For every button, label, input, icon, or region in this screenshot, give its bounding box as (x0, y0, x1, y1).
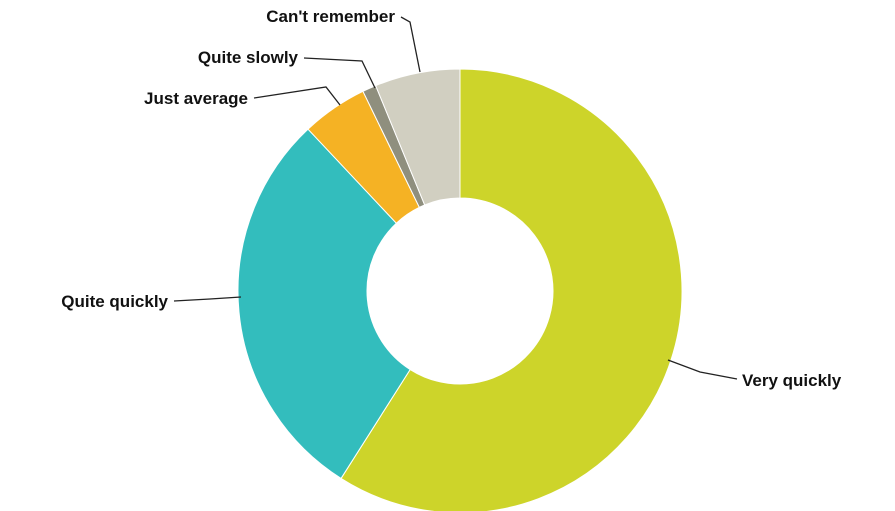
leader-line-quite-quickly (173, 296, 242, 302)
leader-line-quite-slowly (303, 57, 376, 89)
slice-label-quite-slowly: Quite slowly (198, 48, 299, 67)
donut-slices (237, 68, 683, 511)
slice-label-can-t-remember: Can't remember (266, 7, 395, 26)
slice-label-quite-quickly: Quite quickly (61, 292, 168, 311)
leader-lines (173, 16, 738, 380)
slice-label-just-average: Just average (144, 89, 248, 108)
slice-labels: Very quickly Quite quickly Just average Qui… (61, 7, 842, 390)
leader-line-very-quickly (667, 359, 738, 380)
slice-can-t-remember (375, 68, 461, 206)
leader-line-just-average (253, 86, 341, 106)
slice-very-quickly (340, 68, 683, 511)
slice-label-very-quickly: Very quickly (742, 371, 842, 390)
leader-line-can-t-remember (400, 16, 421, 73)
slice-quite-quickly (237, 128, 411, 480)
